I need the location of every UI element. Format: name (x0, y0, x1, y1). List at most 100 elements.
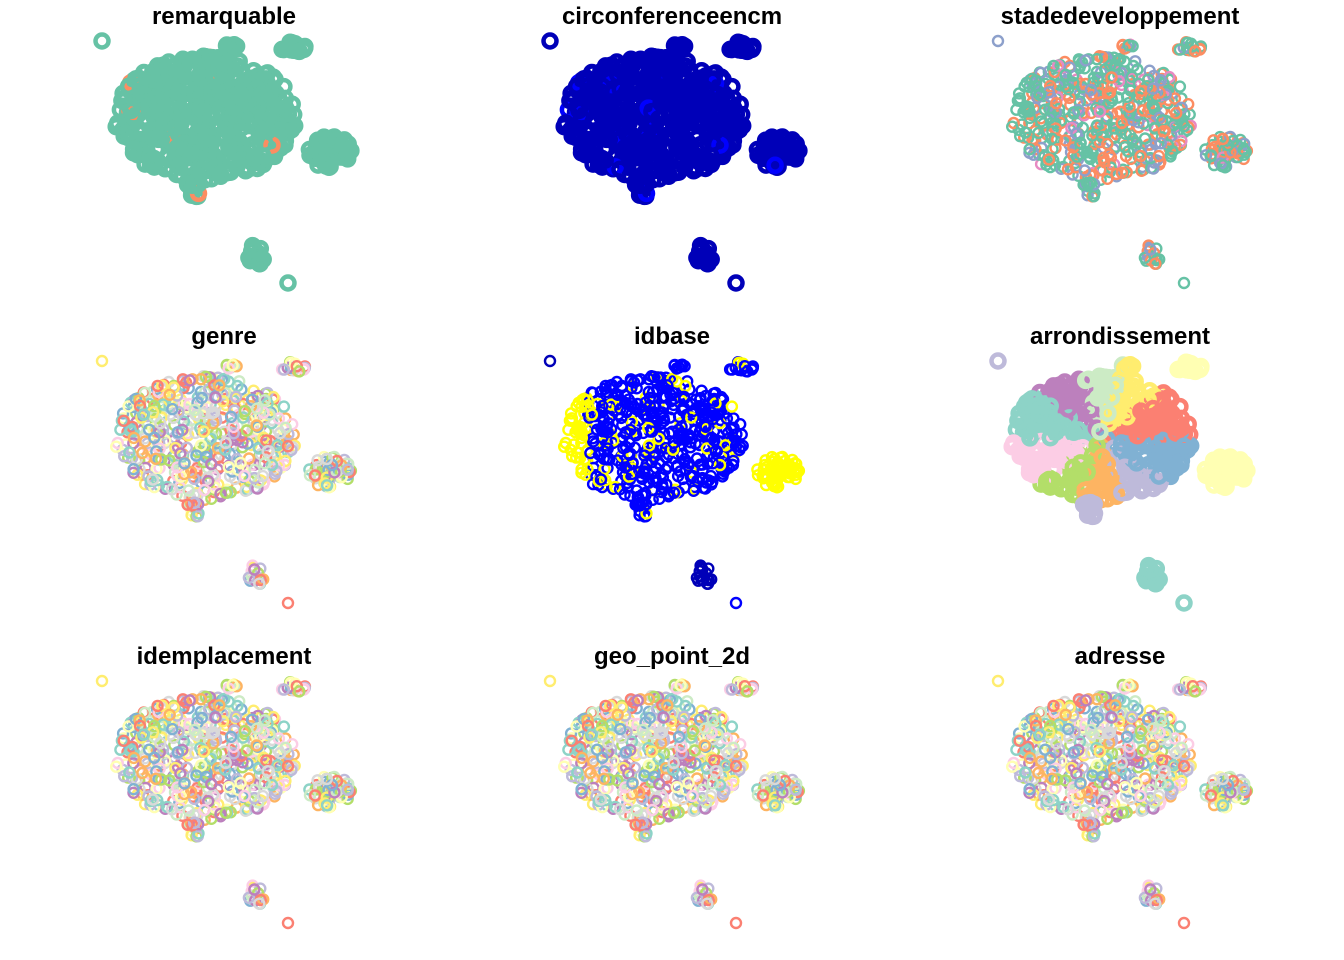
scatter-point (665, 163, 683, 182)
scatter-point (786, 140, 805, 159)
points-geo_point_2d (543, 674, 806, 930)
scatter-point (719, 104, 737, 122)
panel-title-idemplacement: idemplacement (137, 643, 312, 670)
scatter-point (281, 596, 295, 610)
scatter-point (250, 254, 269, 273)
scatter-point (308, 131, 327, 150)
scatter-point (124, 140, 143, 158)
scatter-point (541, 32, 559, 50)
scatter-point (178, 175, 197, 194)
scatter-point (643, 102, 661, 121)
scatter-point (738, 42, 757, 61)
scatter-point (611, 160, 629, 179)
scatter-point (573, 109, 591, 127)
scatter-point (623, 134, 642, 153)
scatter-point (95, 674, 109, 688)
points-arrondissement (989, 352, 1256, 612)
scatter-point (281, 916, 295, 930)
scatter-point (318, 130, 336, 148)
panel-idbase: idbase (543, 323, 806, 610)
scatter-point (223, 36, 242, 54)
panel-title-genre: genre (191, 323, 256, 350)
scatter-point (599, 94, 618, 112)
scatter-point (216, 120, 234, 139)
panel-idemplacement: idemplacement (95, 643, 358, 930)
scatter-point (206, 68, 225, 87)
scatter-point (148, 57, 167, 75)
scatter-point (195, 161, 214, 179)
scatter-point (169, 103, 187, 122)
points-remarquable (93, 32, 360, 292)
scatter-point (704, 134, 722, 153)
scatter-point (144, 150, 162, 169)
scatter-point (277, 400, 291, 413)
scatter-point (1177, 276, 1191, 290)
points-genre (95, 354, 358, 610)
scatter-point (1175, 594, 1193, 612)
panel-circonferenceencm: circonferenceencm (541, 3, 808, 292)
scatter-point (203, 84, 221, 102)
scatter-point (216, 114, 235, 132)
scatter-point (160, 66, 179, 84)
points-idemplacement (95, 674, 358, 930)
scatter-point (608, 66, 627, 84)
panel-geo_point_2d: geo_point_2d (543, 643, 806, 930)
points-circonferenceencm (541, 32, 808, 292)
scatter-point (1173, 80, 1187, 93)
scatter-point (247, 96, 266, 115)
scatter-point (163, 160, 181, 179)
scatter-point (147, 130, 165, 148)
scatter-point (245, 149, 264, 167)
scatter-point (318, 156, 336, 175)
scatter-point (231, 134, 250, 152)
panel-genre: genre (95, 323, 358, 610)
scatter-point (698, 254, 717, 273)
scatter-point (338, 140, 357, 159)
scatter-point (679, 134, 698, 152)
scatter-point (725, 400, 739, 413)
scatter-point (583, 85, 601, 104)
scatter-point (695, 96, 714, 115)
scatter-point (186, 81, 204, 99)
scatter-point (635, 126, 654, 145)
scatter-point (756, 131, 775, 150)
panel-title-remarquable: remarquable (152, 3, 296, 30)
scatter-point (617, 103, 635, 122)
scatter-point (562, 92, 581, 110)
scatter-point (222, 88, 240, 106)
panel-title-circonferenceencm: circonferenceencm (562, 3, 782, 30)
panel-arrondissement: arrondissement (989, 323, 1256, 612)
scatter-point (596, 57, 615, 75)
scatter-point (727, 117, 745, 135)
panel-title-idbase: idbase (634, 323, 710, 350)
scatter-point (654, 68, 673, 87)
scatter-point (180, 51, 199, 70)
scatter-point (256, 134, 274, 153)
scatter-point (1054, 114, 1068, 127)
scatter-point (766, 156, 784, 175)
points-idbase (543, 354, 806, 610)
scatter-point (725, 720, 739, 733)
scatter-point (634, 81, 652, 99)
scatter-point (650, 135, 669, 153)
scatter-point (202, 135, 221, 153)
scatter-point (595, 130, 613, 148)
points-stadedeveloppement (991, 34, 1254, 290)
scatter-point (670, 88, 688, 106)
scatter-point (120, 123, 139, 142)
scatter-point (1073, 95, 1087, 108)
scatter-point (151, 94, 170, 112)
scatter-point (671, 36, 690, 54)
scatter-point (114, 92, 133, 110)
scatter-point (592, 150, 610, 169)
scatter-point (684, 82, 702, 100)
scatter-point (107, 117, 125, 136)
scatter-point (555, 117, 573, 136)
scatter-point (290, 42, 309, 61)
scatter-point (593, 108, 612, 127)
scatter-point (991, 34, 1005, 48)
panel-title-arrondissement: arrondissement (1030, 323, 1210, 350)
scatter-point (217, 163, 235, 182)
scatter-point (766, 130, 784, 148)
scatter-point (664, 114, 683, 132)
